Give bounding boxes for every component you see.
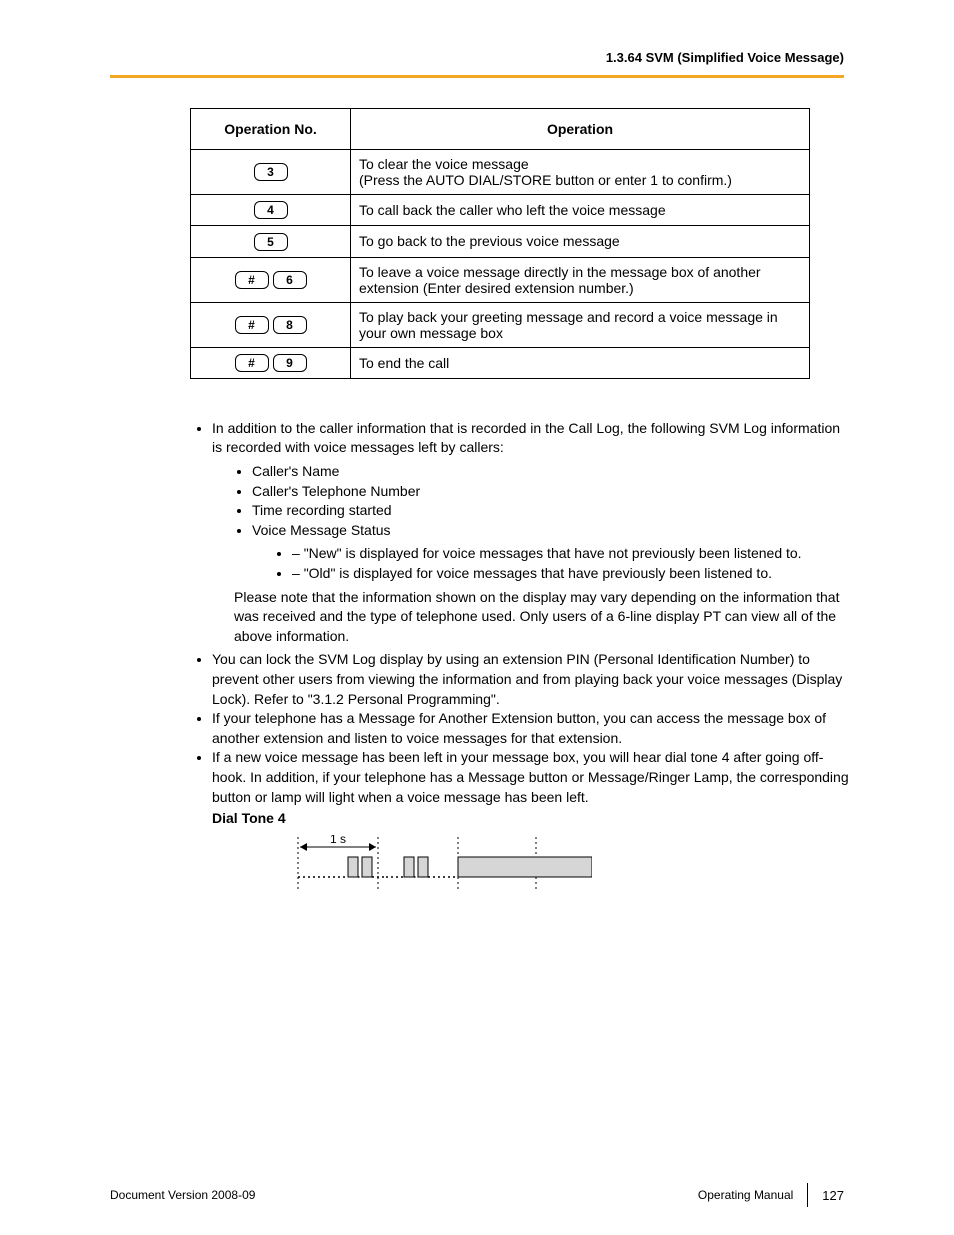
keypad-key-icon: # xyxy=(235,316,269,334)
op-no-cell: #9 xyxy=(191,347,351,378)
manual-name: Operating Manual xyxy=(698,1188,793,1202)
svg-text:1 s: 1 s xyxy=(330,835,346,846)
keypad-key-icon: 5 xyxy=(254,233,288,251)
sub-caller-phone: Caller's Telephone Number xyxy=(252,482,850,502)
page-number: 127 xyxy=(822,1188,844,1203)
bullet-1-note: Please note that the information shown o… xyxy=(234,588,850,647)
op-no-cell: 3 xyxy=(191,150,351,195)
bullet-content: In addition to the caller information th… xyxy=(190,419,850,900)
keypad-key-icon: # xyxy=(235,354,269,372)
table-row: #6To leave a voice message directly in t… xyxy=(191,257,810,302)
footer-divider xyxy=(807,1183,808,1207)
doc-version: Document Version 2008-09 xyxy=(110,1188,255,1202)
table-row: 4 To call back the caller who left the vo… xyxy=(191,195,810,226)
op-no-cell: #6 xyxy=(191,257,351,302)
table-row: #8To play back your greeting message and… xyxy=(191,302,810,347)
op-no-cell: #8 xyxy=(191,302,351,347)
sub-voice-status: Voice Message Status xyxy=(252,522,391,538)
keypad-key-icon: # xyxy=(235,271,269,289)
sub-caller-name: Caller's Name xyxy=(252,462,850,482)
op-no-cell: 5 xyxy=(191,226,351,257)
op-desc-cell: To clear the voice message (Press the AU… xyxy=(351,150,810,195)
keypad-key-icon: 8 xyxy=(273,316,307,334)
table-row: 5 To go back to the previous voice messag… xyxy=(191,226,810,257)
sub-time-started: Time recording started xyxy=(252,501,850,521)
op-desc-cell: To leave a voice message directly in the… xyxy=(351,257,810,302)
keypad-key-icon: 3 xyxy=(254,163,288,181)
keypad-key-icon: 4 xyxy=(254,201,288,219)
dial-tone-label: Dial Tone 4 xyxy=(212,809,850,829)
dash-old: "Old" is displayed for voice messages th… xyxy=(292,564,850,584)
op-desc-cell: To play back your greeting message and r… xyxy=(351,302,810,347)
table-row: 3 To clear the voice message (Press the A… xyxy=(191,150,810,195)
op-desc-cell: To end the call xyxy=(351,347,810,378)
header-rule xyxy=(110,75,844,78)
dial-tone-diagram: 1 s xyxy=(292,835,850,901)
section-header: 1.3.64 SVM (Simplified Voice Message) xyxy=(110,50,844,75)
col-op: Operation xyxy=(351,109,810,150)
operations-table: Operation No. Operation 3 To clear the vo… xyxy=(190,108,810,379)
op-desc-cell: To go back to the previous voice message xyxy=(351,226,810,257)
col-op-no: Operation No. xyxy=(191,109,351,150)
table-row: #9To end the call xyxy=(191,347,810,378)
keypad-key-icon: 6 xyxy=(273,271,307,289)
dash-new: "New" is displayed for voice messages th… xyxy=(292,544,850,564)
bullet-3: If your telephone has a Message for Anot… xyxy=(212,709,850,748)
op-desc-cell: To call back the caller who left the voi… xyxy=(351,195,810,226)
page-footer: Document Version 2008-09 Operating Manua… xyxy=(110,1183,844,1207)
op-no-cell: 4 xyxy=(191,195,351,226)
bullet-4: If a new voice message has been left in … xyxy=(212,749,849,804)
bullet-2: You can lock the SVM Log display by usin… xyxy=(212,650,850,709)
keypad-key-icon: 9 xyxy=(273,354,307,372)
bullet-1-lead: In addition to the caller information th… xyxy=(212,420,840,456)
